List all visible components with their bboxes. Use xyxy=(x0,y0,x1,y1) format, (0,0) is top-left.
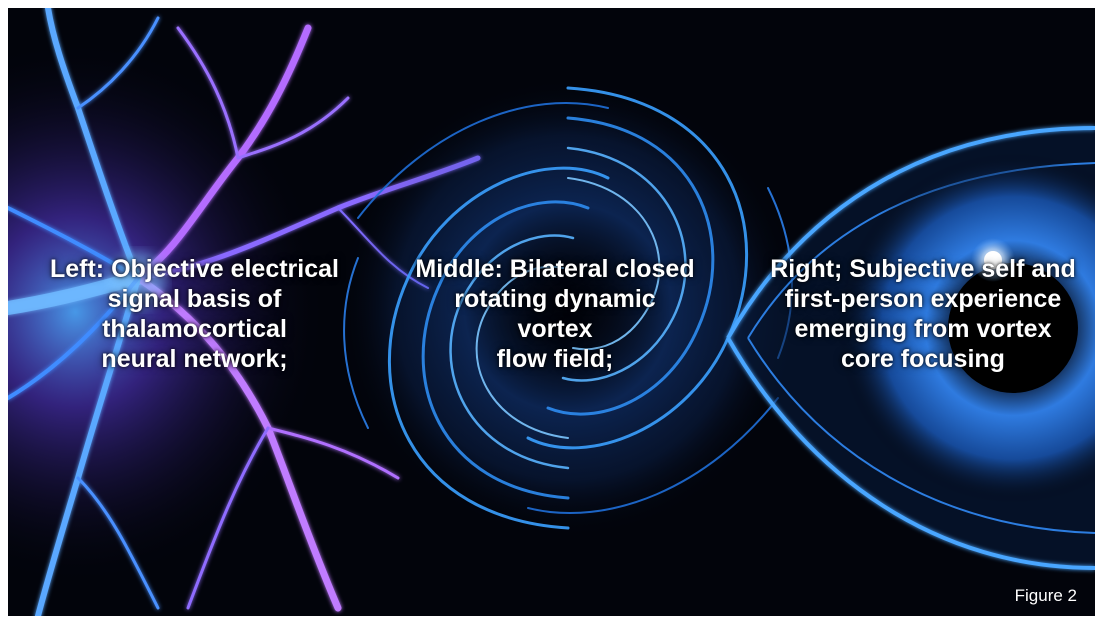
figure-label: Figure 2 xyxy=(1014,586,1077,605)
caption-right-line-1: Right; Subjective self and xyxy=(770,255,1076,283)
caption-middle-line-2: rotating dynamic xyxy=(454,285,656,313)
figure-image: Left: Objective electrical signal basis … xyxy=(8,8,1095,616)
caption-right: Right; Subjective self and first-person … xyxy=(753,254,1093,374)
figure-artwork xyxy=(8,8,1095,616)
caption-middle-line-1: Middle: Bilateral closed xyxy=(415,255,695,283)
caption-right-line-4: core focusing xyxy=(841,345,1005,373)
caption-left-line-3: thalamocortical xyxy=(102,315,287,343)
caption-left-line-1: Left: Objective electrical xyxy=(49,255,339,283)
caption-middle-line-3: vortex xyxy=(517,315,593,343)
caption-right-line-3: emerging from vortex xyxy=(794,315,1052,343)
eye-illustration xyxy=(726,126,1095,570)
caption-middle: Middle: Bilateral closed rotating dynami… xyxy=(390,254,720,374)
vortex-illustration xyxy=(338,78,798,538)
caption-left-line-4: neural network; xyxy=(101,345,288,373)
caption-right-line-2: first-person experience xyxy=(784,285,1062,313)
caption-left-line-2: signal basis of xyxy=(107,285,282,313)
caption-middle-line-4: flow field; xyxy=(496,345,614,373)
caption-left: Left: Objective electrical signal basis … xyxy=(22,254,367,374)
